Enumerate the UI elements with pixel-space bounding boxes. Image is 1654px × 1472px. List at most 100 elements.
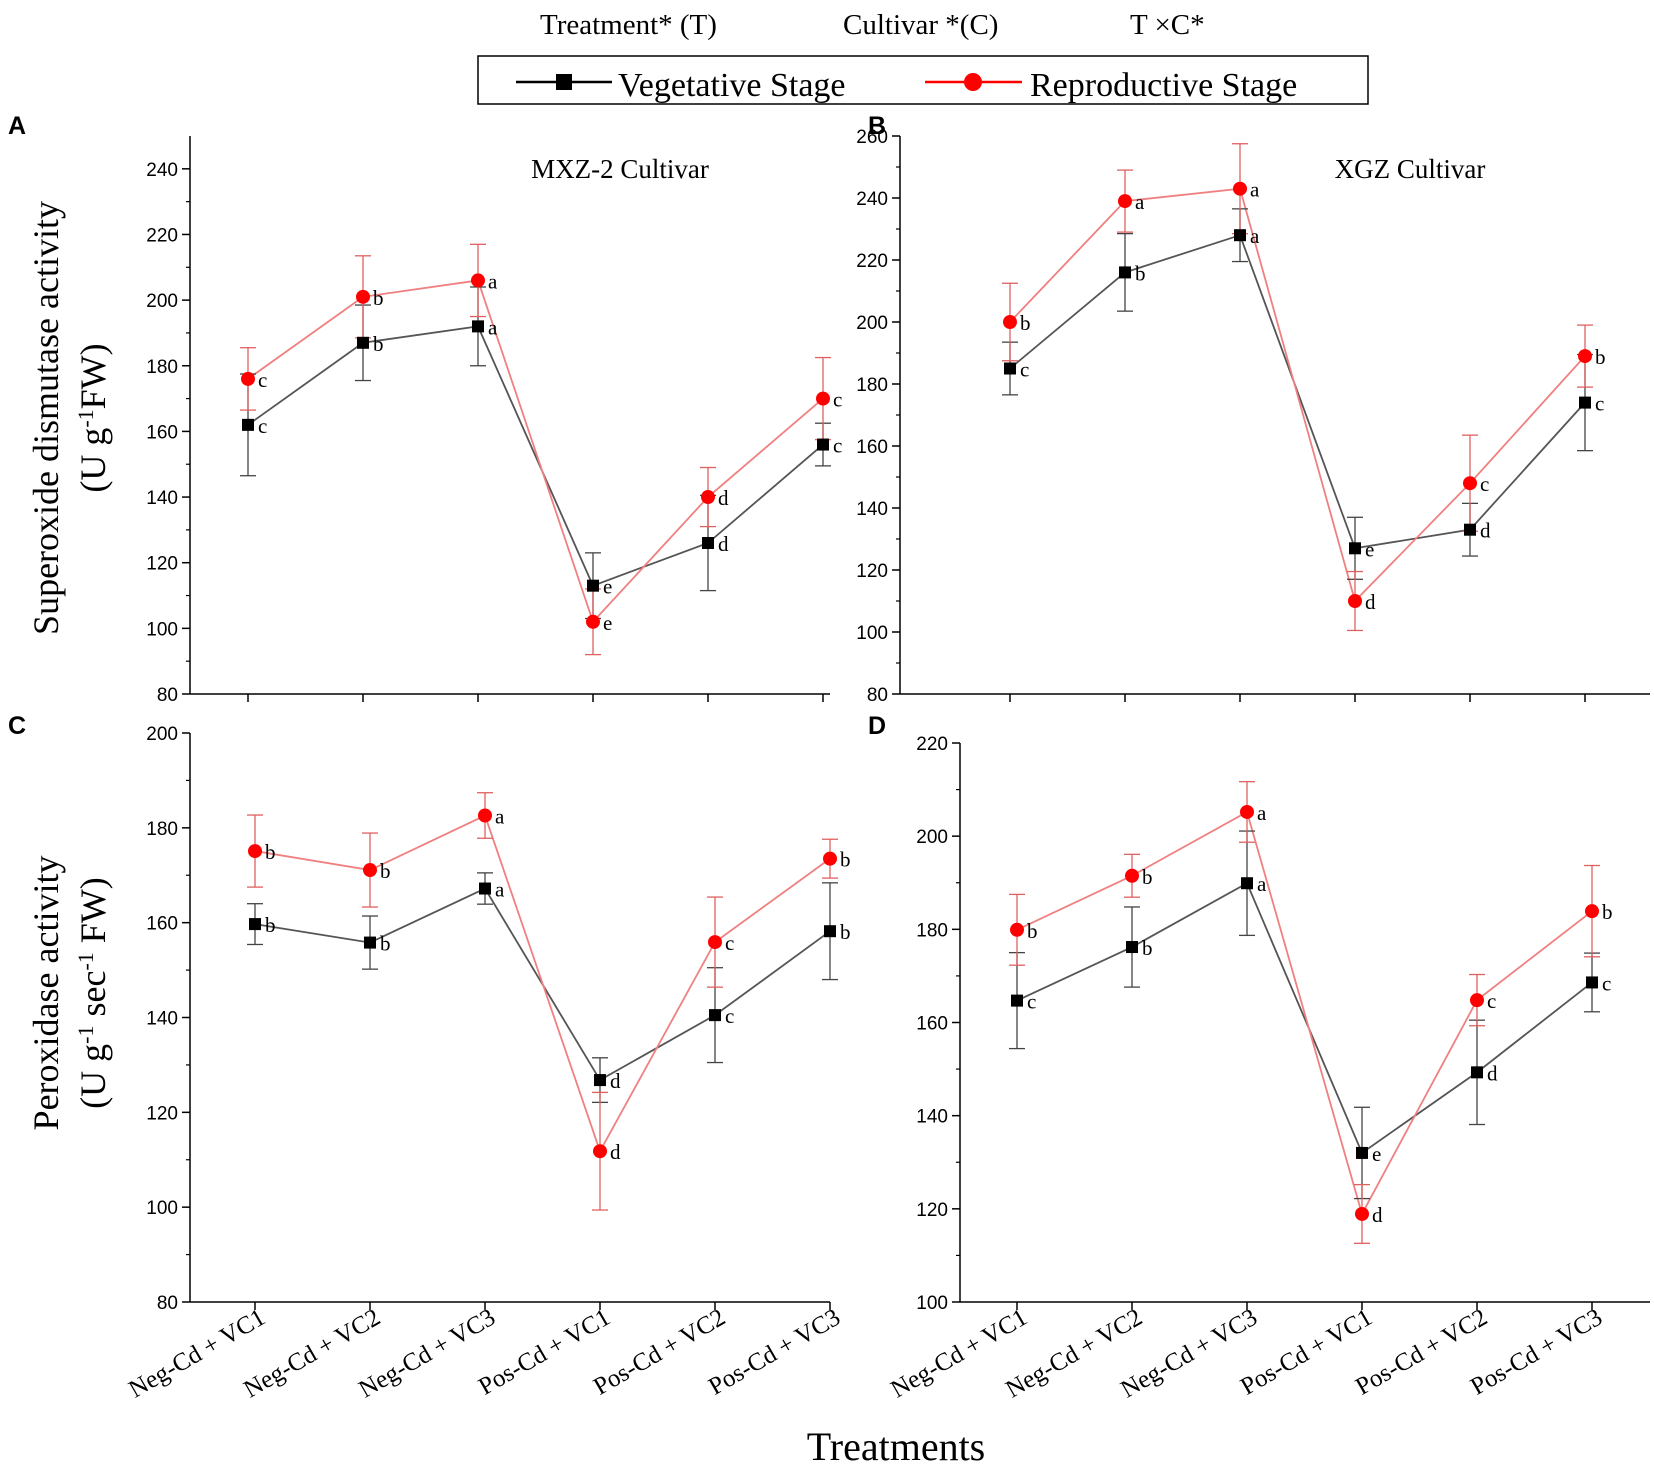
point-reproductive-d-3	[1355, 1206, 1369, 1221]
panel-title-a: MXZ-2 Cultivar	[531, 154, 709, 184]
point-vegetative-b-4	[1464, 523, 1476, 536]
point-vegetative-b-0	[1004, 362, 1016, 375]
point-reproductive-b-1	[1118, 194, 1132, 209]
letter-label-vegetative-b-5: c	[1595, 392, 1604, 416]
legend-box	[477, 55, 1369, 105]
point-vegetative-a-0	[242, 418, 254, 431]
letter-label-vegetative-a-0: c	[258, 414, 267, 438]
y-tick-label-a-4: 160	[146, 422, 178, 443]
point-vegetative-d-1	[1126, 941, 1138, 954]
point-reproductive-c-1	[363, 863, 377, 878]
letter-label-vegetative-d-1: b	[1142, 936, 1153, 960]
series-line-vegetative-d	[1016, 881, 1593, 1155]
point-vegetative-c-5	[824, 925, 836, 938]
letter-label-reproductive-a-0: c	[258, 368, 267, 392]
y-tick-label-a-5: 180	[146, 357, 178, 378]
y-tick-label-a-8: 240	[146, 160, 178, 181]
point-vegetative-d-0	[1011, 994, 1023, 1007]
letter-label-vegetative-a-2: a	[488, 315, 498, 339]
y-tick-label-b-9: 260	[856, 127, 888, 148]
chart-panels: 80 100 120 140 160 180 200 220 240 MXZ-2 Cultivar…	[124, 127, 1650, 1403]
y-tick-label-b-4: 160	[856, 437, 888, 458]
point-reproductive-d-4	[1470, 993, 1484, 1008]
letter-label-vegetative-c-4: c	[725, 1004, 734, 1028]
letter-label-vegetative-d-2: a	[1257, 872, 1267, 896]
series-line-reproductive-c	[254, 814, 831, 1154]
letter-label-reproductive-d-3: d	[1372, 1203, 1383, 1227]
letter-label-reproductive-a-1: b	[373, 286, 384, 310]
letter-label-reproductive-d-4: c	[1487, 989, 1496, 1013]
y-tick-label-d-0: 100	[916, 1293, 948, 1314]
letter-label-vegetative-c-5: b	[840, 920, 851, 944]
y-tick-label-b-8: 240	[856, 189, 888, 210]
letter-label-reproductive-d-2: a	[1257, 801, 1267, 825]
letter-label-reproductive-b-3: d	[1365, 590, 1376, 614]
stat-cultivar: Cultivar *(C)	[843, 9, 998, 41]
x-tick-label-c-5: Pos-Cd + VC3	[704, 1304, 845, 1401]
letter-label-reproductive-a-3: e	[603, 611, 612, 635]
y-tick-label-d-6: 220	[916, 734, 948, 755]
y-tick-label-a-0: 80	[157, 685, 178, 706]
letter-label-reproductive-a-4: d	[718, 486, 729, 510]
point-reproductive-a-2	[471, 273, 485, 288]
letter-label-reproductive-d-1: b	[1142, 865, 1153, 889]
letter-label-reproductive-c-1: b	[380, 859, 391, 883]
y-tick-label-a-2: 120	[146, 554, 178, 575]
y-tick-label-a-1: 100	[146, 619, 178, 640]
letter-label-vegetative-a-3: e	[603, 575, 612, 599]
letter-label-reproductive-b-0: b	[1020, 311, 1031, 335]
y-tick-label-d-5: 200	[916, 827, 948, 848]
series-line-reproductive-a	[247, 279, 824, 624]
y-tick-label-a-6: 200	[146, 291, 178, 312]
letter-label-reproductive-a-5: c	[833, 388, 842, 412]
point-reproductive-a-1	[356, 289, 370, 304]
letter-label-vegetative-d-4: d	[1487, 1061, 1498, 1085]
point-reproductive-c-4	[708, 935, 722, 950]
xlabel-treatments: Treatments	[807, 1424, 986, 1469]
point-vegetative-c-1	[364, 936, 376, 949]
point-reproductive-d-1	[1125, 868, 1139, 883]
point-vegetative-a-3	[587, 579, 599, 592]
legend-vegetative-label: Vegetative Stage	[618, 67, 846, 104]
series-line-reproductive-b	[1009, 187, 1586, 603]
point-vegetative-a-2	[472, 320, 484, 333]
panel-b: 80 100 120 140 160 180 200 220 240 260 XGZ Cultiva…	[856, 127, 1650, 706]
point-vegetative-c-4	[709, 1009, 721, 1022]
letter-label-reproductive-c-4: c	[725, 931, 734, 955]
letter-label-vegetative-d-0: c	[1027, 990, 1036, 1014]
letter-label-reproductive-c-2: a	[495, 805, 505, 829]
y-tick-label-b-0: 80	[867, 685, 888, 706]
panel-title-b: XGZ Cultivar	[1335, 154, 1486, 184]
x-tick-label-d-5: Pos-Cd + VC3	[1466, 1304, 1607, 1401]
letter-label-vegetative-b-4: d	[1480, 519, 1491, 543]
stats-header: Treatment* (T) Cultivar *(C) T ×C*	[540, 9, 1205, 41]
point-vegetative-d-4	[1471, 1066, 1483, 1079]
y-tick-label-d-3: 160	[916, 1014, 948, 1035]
letter-label-vegetative-c-2: a	[495, 878, 505, 902]
y-tick-label-d-2: 140	[916, 1107, 948, 1128]
y-tick-label-a-3: 140	[146, 488, 178, 509]
ylabel-pod-line1: Peroxidase activity	[26, 856, 66, 1131]
y-tick-label-c-6: 200	[146, 724, 178, 745]
letter-label-reproductive-c-5: b	[840, 848, 851, 872]
point-vegetative-c-3	[594, 1074, 606, 1087]
point-vegetative-b-5	[1579, 396, 1591, 409]
y-tick-label-b-6: 200	[856, 313, 888, 334]
point-vegetative-a-5	[817, 438, 829, 451]
letter-label-vegetative-a-1: b	[373, 332, 384, 356]
series-line-vegetative-a	[247, 325, 824, 587]
legend-reproductive-label: Reproductive Stage	[1030, 67, 1297, 104]
point-vegetative-d-3	[1356, 1146, 1368, 1159]
letter-label-vegetative-c-3: d	[610, 1069, 621, 1093]
point-vegetative-c-0	[249, 918, 261, 931]
panel-label-b: B	[868, 112, 886, 140]
panel-label-a: A	[8, 112, 26, 140]
y-tick-label-b-7: 220	[856, 251, 888, 272]
legend-vegetative-marker	[556, 74, 572, 90]
point-vegetative-d-5	[1586, 976, 1598, 989]
letter-label-reproductive-b-5: b	[1595, 345, 1606, 369]
y-tick-label-b-3: 140	[856, 499, 888, 520]
letter-label-vegetative-b-2: a	[1250, 224, 1260, 248]
series-line-reproductive-d	[1016, 810, 1593, 1217]
